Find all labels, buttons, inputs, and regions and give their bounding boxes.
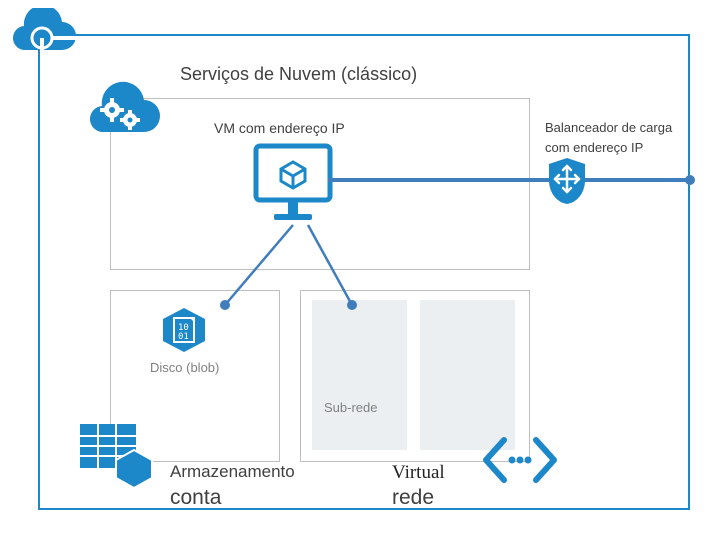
vnet-icon: [480, 432, 560, 488]
disk-icon: 10 01: [160, 306, 208, 354]
load-balancer-icon: [545, 156, 589, 206]
svg-text:01: 01: [178, 332, 189, 342]
storage-icon: [76, 420, 166, 490]
